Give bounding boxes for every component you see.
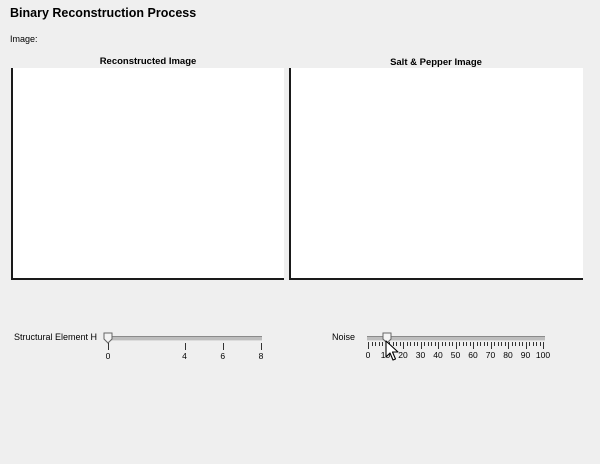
noise-tick-label: 30 — [415, 350, 426, 360]
noise-minor-tick — [378, 342, 380, 346]
noise-tick-label: 0 — [365, 350, 371, 360]
structural-element-thumb[interactable] — [103, 332, 113, 344]
noise-minor-tick — [441, 342, 443, 346]
structural-element-major-tick — [184, 343, 186, 350]
noise-tick-label: 100 — [535, 350, 551, 360]
noise-major-tick — [438, 342, 439, 349]
noise-major-tick — [508, 342, 509, 349]
noise-minor-tick — [511, 342, 513, 346]
salt-pepper-image-title: Salt & Pepper Image — [390, 57, 482, 68]
noise-label: Noise — [332, 332, 356, 342]
noise-major-tick — [368, 342, 369, 349]
structural-element-label: Structural Element H — [14, 332, 98, 342]
noise-major-tick — [473, 342, 474, 349]
noise-minor-tick — [399, 342, 401, 346]
noise-major-tick — [403, 342, 404, 349]
noise-minor-tick — [469, 342, 471, 346]
noise-minor-tick — [417, 342, 418, 346]
noise-major-tick — [525, 342, 527, 349]
noise-minor-tick — [466, 342, 467, 346]
noise-minor-tick — [371, 342, 373, 346]
noise-minor-tick — [522, 342, 523, 346]
noise-minor-tick — [515, 342, 516, 346]
noise-minor-tick — [497, 342, 499, 346]
noise-tick-label: 70 — [485, 350, 496, 360]
noise-tick-label: 40 — [433, 350, 443, 360]
noise-minor-tick — [452, 342, 453, 346]
noise-minor-tick — [532, 342, 534, 346]
noise-minor-tick — [539, 342, 541, 346]
noise-minor-tick — [406, 342, 408, 346]
noise-tick-label: 60 — [468, 350, 478, 360]
noise-minor-tick — [445, 342, 446, 346]
noise-major-tick — [543, 342, 544, 349]
noise-minor-tick — [483, 342, 485, 346]
app-title: Binary Reconstruction Process — [10, 6, 197, 20]
noise-minor-tick — [487, 342, 488, 346]
noise-minor-tick — [504, 342, 506, 346]
noise-thumb[interactable] — [382, 332, 392, 344]
salt-pepper-image-panel — [289, 68, 583, 280]
structural-element-tick-label: 0 — [105, 351, 111, 361]
noise-minor-tick — [382, 342, 383, 346]
noise-minor-tick — [413, 342, 415, 346]
reconstructed-image-panel — [11, 68, 284, 280]
noise-minor-tick — [462, 342, 464, 346]
structural-element-track[interactable] — [106, 336, 262, 341]
noise-minor-tick — [529, 342, 530, 346]
noise-tick-label: 80 — [503, 350, 513, 360]
noise-minor-tick — [501, 342, 502, 346]
noise-minor-tick — [431, 342, 432, 346]
noise-minor-tick — [476, 342, 478, 346]
noise-minor-tick — [396, 342, 397, 346]
reconstructed-image-title: Reconstructed Image — [99, 56, 197, 67]
pointer-cursor-icon — [385, 340, 399, 361]
structural-element-major-tick — [261, 343, 262, 350]
image-label: Image: — [10, 34, 38, 44]
noise-minor-tick — [392, 342, 394, 346]
structural-element-tick-label: 4 — [182, 351, 187, 361]
noise-minor-tick — [375, 342, 376, 346]
structural-element-tick-label: 6 — [220, 351, 226, 361]
noise-minor-tick — [480, 342, 481, 346]
noise-track[interactable] — [367, 336, 545, 341]
noise-major-tick — [455, 342, 457, 349]
noise-tick-label: 90 — [520, 350, 531, 360]
noise-minor-tick — [518, 342, 520, 346]
noise-minor-tick — [448, 342, 450, 346]
noise-minor-tick — [536, 342, 537, 346]
noise-minor-tick — [424, 342, 425, 346]
noise-major-tick — [420, 342, 422, 349]
noise-major-tick — [490, 342, 492, 349]
noise-tick-label: 20 — [398, 350, 408, 360]
noise-tick-label: 50 — [450, 350, 461, 360]
noise-minor-tick — [459, 342, 460, 346]
noise-minor-tick — [427, 342, 429, 346]
structural-element-major-tick — [222, 343, 224, 350]
structural-element-major-tick — [108, 343, 109, 350]
noise-minor-tick — [434, 342, 436, 346]
noise-minor-tick — [494, 342, 495, 346]
noise-minor-tick — [410, 342, 411, 346]
structural-element-tick-label: 8 — [258, 351, 264, 361]
